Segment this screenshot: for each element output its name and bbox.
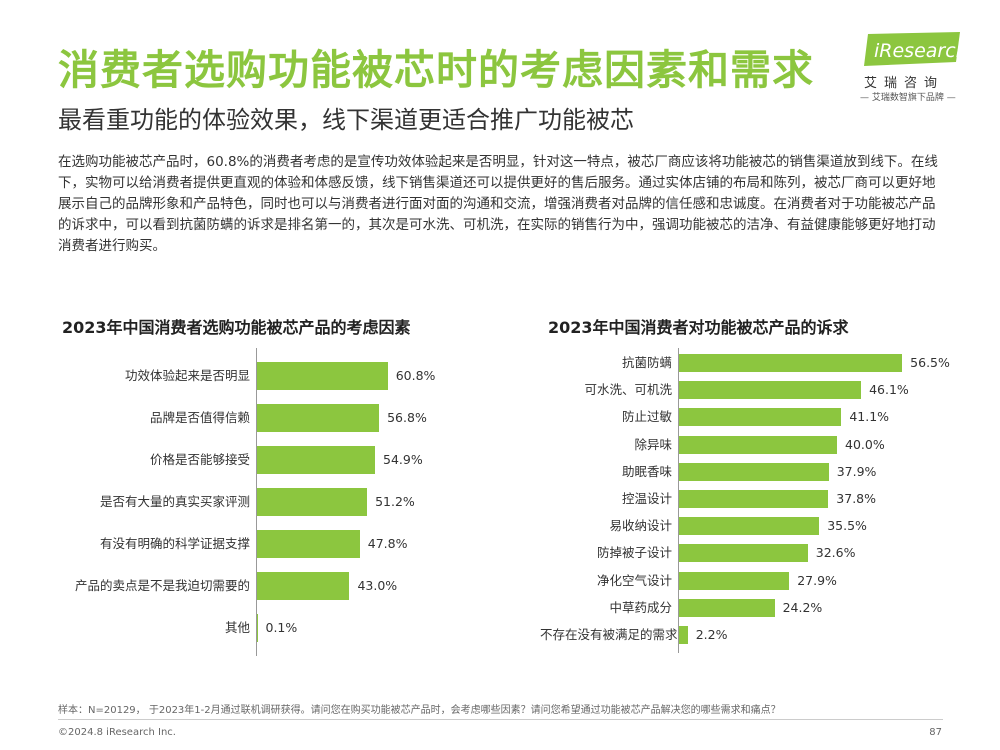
category-label: 不存在没有被满足的需求 [540,627,678,642]
chart-row: 控温设计 37.8% [540,490,960,508]
category-label: 除异味 [634,436,672,452]
category-label: 控温设计 [621,491,672,506]
bar [257,572,350,600]
bar [679,571,790,590]
value-label: 40.0% [845,436,885,452]
chart-row: 价格是否能够接受 54.9% [60,446,480,474]
value-label: 24.2% [782,599,823,615]
footnote: 样本：N=20129， 于2023年1-2月通过联机调研获得。请问您在购买功能被… [58,705,781,716]
category-label: 价格是否能够接受 [149,452,250,467]
value-label: 0.1% [265,620,298,635]
page-title: 消费者选购功能被芯时的考虑因素和需求 [58,46,814,94]
demands-bar-chart: 抗菌防螨 56.5% 可水洗、可机洗 46.1% 防止过敏 41.1% 除异味 40.0% 助眠… [540,348,960,654]
bar [257,404,380,432]
chart-row: 品牌是否值得信赖 56.8% [60,404,480,432]
brand-logo: iResearch 艾瑞咨询 — 艾瑞数智旗下品牌 — [860,32,970,103]
bar [679,381,862,400]
value-label: 35.5% [827,518,867,534]
value-label: 37.8% [836,491,877,506]
value-label: 2.2% [695,627,728,642]
category-label: 其他 [224,620,250,635]
bar [679,408,842,427]
bar [257,362,388,390]
chart-axis-line [256,348,257,656]
category-label: 产品的卖点是不是我迫切需要的 [74,578,250,593]
value-label: 51.2% [375,494,415,509]
value-label: 46.1% [869,382,909,398]
chart-row: 防掉被子设计 32.6% [540,544,960,563]
page-subtitle: 最看重功能的体验效果，线下渠道更适合推广功能被芯 [58,106,634,134]
category-label: 防掉被子设计 [596,545,672,561]
value-label: 27.9% [797,572,837,588]
chart-row: 除异味 40.0% [540,435,960,454]
value-label: 37.9% [836,463,877,479]
value-label: 54.9% [383,452,423,467]
logo-cn-name: 艾瑞咨询 [864,76,945,91]
value-label: 56.8% [387,410,427,425]
chart-row: 可水洗、可机洗 46.1% [540,381,960,400]
chart-row: 是否有大量的真实买家评测 51.2% [60,488,480,516]
chart-row: 其他 0.1% [60,614,480,642]
chart-row: 抗菌防螨 56.5% [540,354,960,372]
bar [257,446,376,474]
bar [679,354,903,372]
value-label: 60.8% [395,368,436,383]
chart-row: 助眠香味 37.9% [540,462,960,481]
chart-row: 防止过敏 41.1% [540,408,960,427]
logo-brand-text: iResearch [874,40,960,62]
chart-row: 功效体验起来是否明显 60.8% [60,362,480,390]
factors-bar-chart: 功效体验起来是否明显 60.8% 品牌是否值得信赖 56.8% 价格是否能够接受 54.9… [60,348,480,656]
value-label: 47.8% [367,536,408,551]
bar [257,488,368,516]
category-label: 易收纳设计 [609,518,672,534]
value-label: 43.0% [357,578,398,593]
chart-title-demands: 2023年中国消费者对功能被芯产品的诉求 [548,318,849,337]
body-paragraph: 在选购功能被芯产品时，60.8%的消费者考虑的是宣传功效体验起来是否明显，针对这… [58,154,938,254]
bar [257,530,360,558]
category-label: 品牌是否值得信赖 [149,410,250,425]
category-label: 中草药成分 [609,599,672,615]
chart-axis-line [678,348,679,654]
iresearch-logo-icon: iResearch [864,32,960,66]
category-label: 是否有大量的真实买家评测 [99,494,250,509]
value-label: 32.6% [815,545,856,561]
category-label: 功效体验起来是否明显 [124,368,250,383]
bar [679,462,829,481]
bar [679,544,808,563]
logo-tagline: — 艾瑞数智旗下品牌 — [860,93,956,103]
footer-divider [58,719,943,720]
chart-row: 产品的卖点是不是我迫切需要的 43.0% [60,572,480,600]
category-label: 有没有明确的科学证据支撑 [99,536,250,551]
chart-row: 中草药成分 24.2% [540,598,960,617]
page-number: 87 [929,727,942,738]
chart-row: 易收纳设计 35.5% [540,517,960,536]
bar [679,490,829,508]
chart-row: 净化空气设计 27.9% [540,571,960,590]
chart-row: 不存在没有被满足的需求 2.2% [540,626,960,644]
category-label: 防止过敏 [621,409,672,425]
category-label: 助眠香味 [621,463,672,479]
bar [679,517,820,536]
category-label: 净化空气设计 [596,572,672,588]
bar [257,614,258,642]
chart-title-factors: 2023年中国消费者选购功能被芯产品的考虑因素 [62,318,411,337]
bar [679,435,837,454]
chart-row: 有没有明确的科学证据支撑 47.8% [60,530,480,558]
copyright: ©2024.8 iResearch Inc. [58,727,176,738]
category-label: 抗菌防螨 [621,355,672,370]
bar [679,626,688,644]
category-label: 可水洗、可机洗 [584,382,672,398]
value-label: 56.5% [910,355,950,370]
value-label: 41.1% [849,409,890,425]
bar [679,598,775,617]
